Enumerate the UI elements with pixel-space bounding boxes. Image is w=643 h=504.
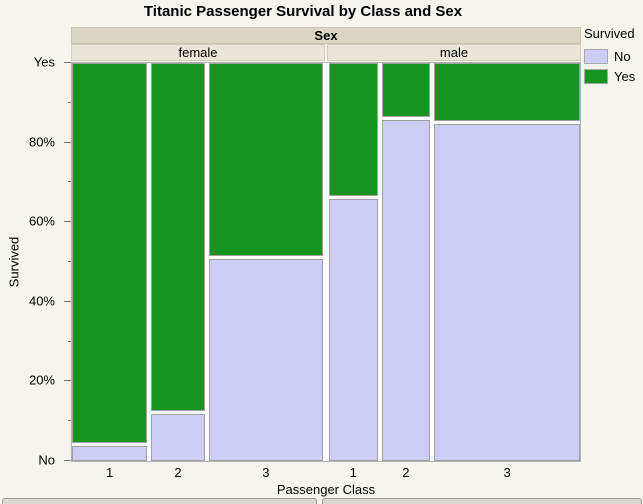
y-major-tick	[64, 62, 71, 63]
mosaic-bar-female-class-2[interactable]	[151, 63, 205, 461]
legend-item-no[interactable]: No	[584, 49, 631, 64]
y-tick-marks	[64, 62, 71, 462]
y-major-tick	[64, 300, 71, 302]
mosaic-bar-female-class-3[interactable]	[208, 63, 323, 461]
segment-yes-male-class-3[interactable]	[434, 63, 580, 121]
mosaic-bar-female-class-1[interactable]	[72, 63, 148, 461]
legend-item-yes[interactable]: Yes	[584, 69, 635, 84]
segment-no-female-class-1[interactable]	[72, 446, 148, 461]
collapsed-section-stub-right	[322, 498, 642, 504]
segment-no-female-class-2[interactable]	[151, 414, 205, 461]
legend-title: Survived	[584, 26, 635, 41]
segment-yes-male-class-1[interactable]	[329, 63, 378, 197]
segment-no-male-class-2[interactable]	[381, 119, 431, 461]
y-tick-labels: Yes 80% 60% 40% 20% No	[0, 55, 64, 468]
group-band-female: female	[71, 44, 325, 61]
y-tick-label-20pct: 20%	[28, 372, 55, 388]
y-major-tick	[64, 380, 71, 382]
y-tick-label-40pct: 40%	[28, 293, 55, 309]
segment-no-female-class-3[interactable]	[208, 259, 323, 461]
y-minor-tick	[68, 101, 71, 103]
x-tick-label-male-3: 3	[503, 465, 511, 480]
y-major-tick	[64, 221, 71, 223]
group-axis-band: Sex	[71, 27, 581, 44]
y-minor-tick	[68, 340, 71, 342]
y-axis-title: Survived	[6, 236, 22, 288]
collapsed-section-stub-left	[2, 498, 317, 504]
mosaic-bar-male-class-3[interactable]	[434, 63, 580, 461]
x-tick-label-male-1: 1	[349, 465, 357, 480]
segment-no-male-class-1[interactable]	[329, 199, 378, 461]
mosaic-bar-male-class-1[interactable]	[329, 63, 378, 461]
y-minor-tick	[68, 181, 71, 183]
x-tick-label-female-1: 1	[106, 465, 114, 480]
chart-title: Titanic Passenger Survival by Class and …	[143, 3, 463, 20]
mosaic-plot-area	[71, 62, 581, 462]
legend-label-yes: Yes	[614, 69, 636, 84]
y-minor-tick	[68, 420, 71, 422]
segment-yes-female-class-2[interactable]	[151, 63, 205, 412]
x-tick-labels: 1 2 3 1 2 3	[72, 465, 580, 480]
group-band-male: male	[327, 44, 581, 61]
y-tick-label-No: No	[38, 452, 55, 468]
legend-swatch-no[interactable]	[584, 49, 608, 64]
segment-no-male-class-3[interactable]	[434, 123, 580, 461]
mosaic-bar-male-class-2[interactable]	[381, 63, 431, 461]
x-tick-label-female-2: 2	[174, 465, 182, 480]
y-tick-label-Yes: Yes	[33, 54, 55, 70]
y-major-tick	[64, 460, 71, 461]
y-tick-label-80pct: 80%	[28, 134, 55, 150]
legend-label-no: No	[614, 49, 631, 64]
segment-yes-female-class-1[interactable]	[72, 63, 148, 444]
group-labels-band: female male	[71, 44, 581, 61]
x-axis-title: Passenger Class	[276, 482, 376, 497]
x-tick-label-male-2: 2	[402, 465, 410, 480]
segment-yes-female-class-3[interactable]	[208, 63, 323, 257]
y-minor-tick	[68, 261, 71, 262]
segment-yes-male-class-2[interactable]	[381, 63, 431, 117]
y-tick-label-60pct: 60%	[28, 213, 55, 229]
y-major-tick	[64, 141, 71, 143]
legend-swatch-yes[interactable]	[584, 69, 608, 84]
x-tick-label-female-3: 3	[262, 465, 270, 480]
